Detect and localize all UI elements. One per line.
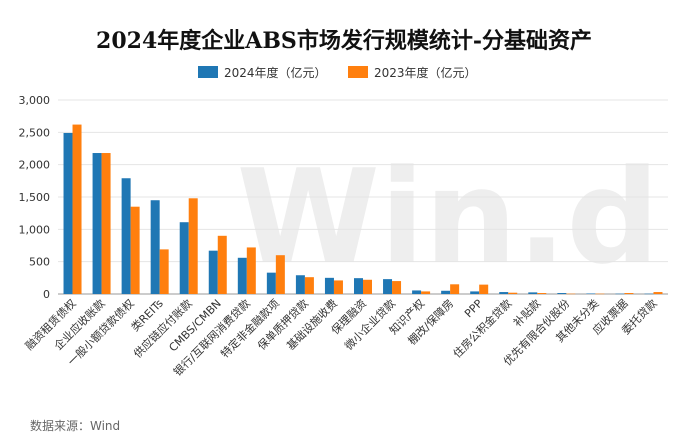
bar-2023 (450, 284, 460, 294)
watermark: Win.d (237, 141, 660, 293)
bar-2023 (101, 153, 111, 294)
x-axis: 融资租赁债权企业应收账款一般小额贷款债权类REITs供应链应付账款CMBS/CM… (22, 296, 660, 379)
bar-2024 (470, 291, 480, 294)
bar-2023 (479, 284, 489, 294)
y-tick-label: 0 (43, 288, 50, 301)
bar-2023 (566, 293, 576, 295)
bar-2024 (237, 257, 247, 294)
bar-2023 (217, 235, 227, 294)
bar-2023 (72, 124, 82, 294)
bar-2023 (188, 198, 198, 294)
legend: 2024年度（亿元） 2023年度（亿元） (198, 65, 477, 80)
bar-2023 (392, 281, 402, 294)
bar-2024 (383, 279, 393, 294)
bar-2024 (266, 272, 276, 294)
bar-2023 (333, 280, 343, 294)
y-axis: 0 500 1,000 1,500 2,000 2,500 3,000 (19, 94, 51, 301)
chart-title: 2024年度企业ABS市场发行规模统计-分基础资产 (96, 28, 592, 54)
bar-2024 (63, 132, 73, 294)
y-tick-label: 3,000 (19, 94, 51, 107)
y-tick-label: 1,000 (19, 223, 51, 236)
bar-2023 (304, 277, 314, 294)
legend-item-0: 2024年度（亿元） (198, 65, 327, 80)
bar-2024 (499, 292, 509, 294)
x-tick-label: PPP (462, 297, 486, 321)
bar-2024 (295, 275, 305, 294)
bar-2023 (363, 279, 372, 294)
bar-2023 (246, 247, 256, 294)
bars (63, 124, 663, 295)
bar-2024 (324, 277, 334, 294)
bar-2024 (441, 290, 451, 294)
bar-2024 (150, 200, 160, 294)
legend-swatch (348, 66, 368, 78)
legend-label: 2023年度（亿元） (374, 65, 477, 80)
bar-2023 (275, 255, 285, 294)
source-note: 数据来源：Wind (30, 418, 120, 433)
bar-2024 (121, 178, 131, 294)
bar-2024 (615, 293, 625, 295)
bar-2023 (595, 293, 605, 295)
bar-2024 (557, 293, 567, 294)
bar-2024 (644, 293, 654, 295)
bar-2024 (179, 222, 189, 294)
bar-2024 (92, 153, 102, 294)
y-tick-label: 2,000 (19, 159, 51, 172)
bar-2023 (130, 206, 140, 294)
y-tick-label: 500 (29, 256, 50, 269)
bar-2023 (421, 291, 431, 294)
bar-2024 (528, 292, 538, 294)
bar-2023 (653, 292, 663, 294)
bar-2024 (586, 293, 596, 294)
legend-item-1: 2023年度（亿元） (348, 65, 477, 80)
y-tick-label: 1,500 (19, 191, 51, 204)
bar-2024 (412, 290, 422, 294)
legend-label: 2024年度（亿元） (224, 65, 327, 80)
bar-2023 (624, 293, 634, 294)
y-tick-label: 2,500 (19, 126, 51, 139)
bar-2023 (537, 293, 547, 294)
bar-2023 (508, 292, 518, 294)
bar-2024 (208, 250, 218, 294)
bar-2023 (159, 249, 169, 294)
legend-swatch (198, 66, 218, 78)
bar-2024 (354, 278, 363, 294)
